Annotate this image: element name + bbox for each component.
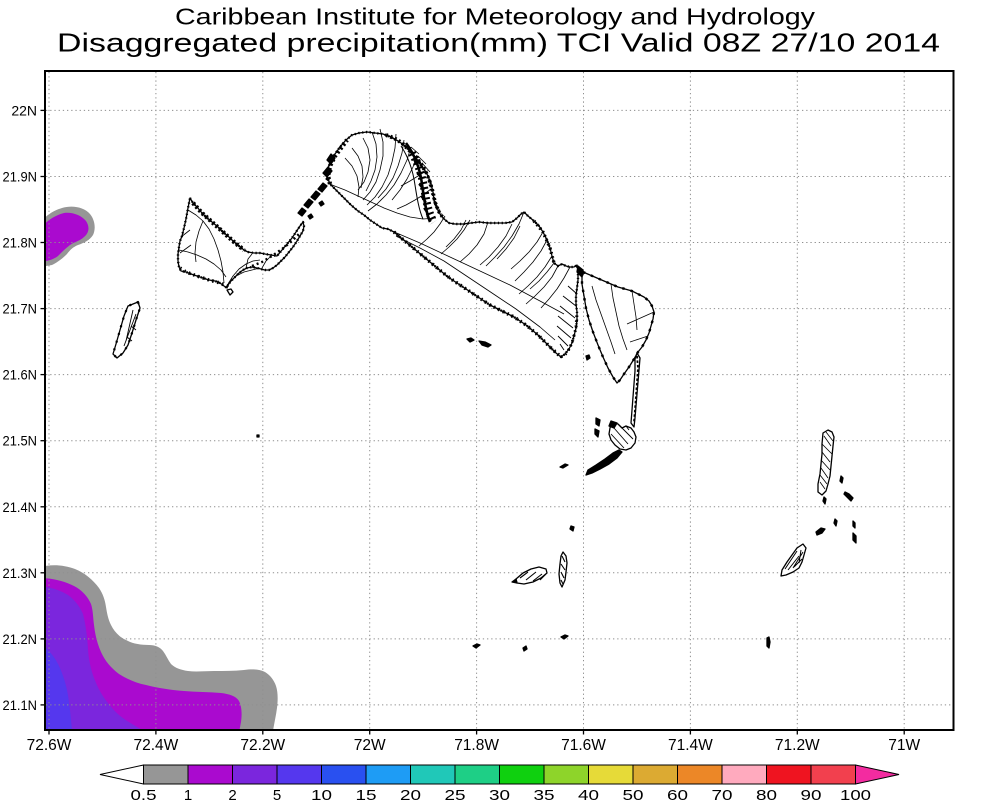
svg-text:25: 25 [445,787,466,800]
svg-text:21.5N: 21.5N [3,433,38,449]
svg-text:35: 35 [534,787,555,800]
svg-text:21.6N: 21.6N [3,367,38,383]
svg-text:70: 70 [712,787,733,800]
svg-text:80: 80 [756,787,777,800]
svg-text:5: 5 [273,787,281,800]
svg-text:1: 1 [184,787,192,800]
svg-text:21.8N: 21.8N [3,235,38,251]
svg-text:72.2W: 72.2W [240,737,285,754]
svg-text:21.4N: 21.4N [3,499,38,515]
svg-text:20: 20 [400,787,421,800]
svg-text:21.2N: 21.2N [3,631,38,647]
svg-text:Disaggregated precipitation(mm: Disaggregated precipitation(mm) TCI Vali… [57,28,940,58]
svg-text:72.4W: 72.4W [133,737,178,754]
svg-text:30: 30 [489,787,510,800]
svg-text:2: 2 [228,787,236,800]
svg-text:21.1N: 21.1N [3,697,38,713]
svg-text:50: 50 [623,787,644,800]
svg-text:10: 10 [311,787,332,800]
svg-text:72W: 72W [354,737,386,754]
svg-text:15: 15 [356,787,377,800]
svg-text:40: 40 [578,787,599,800]
svg-text:100: 100 [840,787,871,800]
svg-text:72.6W: 72.6W [27,737,72,754]
svg-text:Caribbean Institute for Meteor: Caribbean Institute for Meteorology and … [175,4,816,30]
svg-text:60: 60 [667,787,688,800]
svg-text:22N: 22N [11,102,37,118]
svg-text:21.7N: 21.7N [3,301,38,317]
svg-text:90: 90 [801,787,822,800]
svg-text:0.5: 0.5 [131,787,157,800]
svg-text:71.2W: 71.2W [775,737,820,754]
svg-text:21.3N: 21.3N [3,565,38,581]
svg-text:71.6W: 71.6W [561,737,606,754]
svg-text:71.4W: 71.4W [668,737,713,754]
svg-text:71.8W: 71.8W [454,737,499,754]
svg-text:71W: 71W [888,737,920,754]
svg-text:21.9N: 21.9N [3,169,38,185]
